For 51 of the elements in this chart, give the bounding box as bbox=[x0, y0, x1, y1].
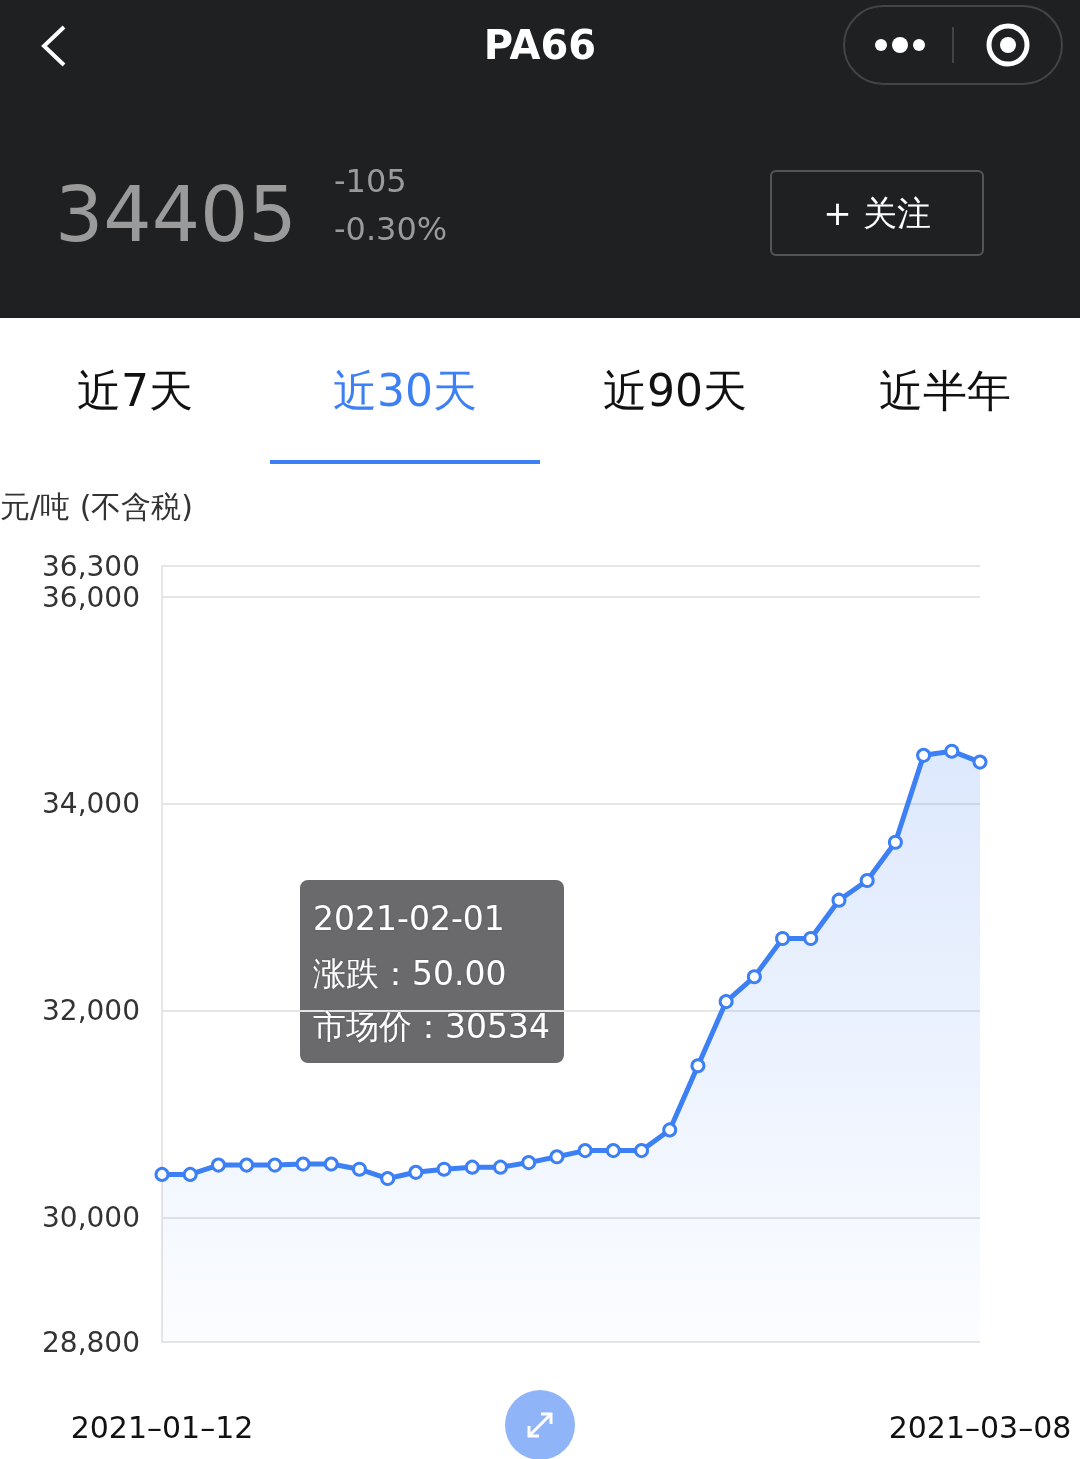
point bbox=[859, 873, 875, 889]
y-tick-label: 30,000 bbox=[42, 1201, 140, 1235]
point bbox=[521, 1155, 537, 1171]
point bbox=[944, 743, 960, 759]
point bbox=[380, 1171, 396, 1187]
point bbox=[239, 1157, 255, 1173]
point bbox=[436, 1161, 452, 1177]
point bbox=[464, 1159, 480, 1175]
point bbox=[746, 969, 762, 985]
point bbox=[154, 1166, 170, 1182]
point bbox=[887, 834, 903, 850]
point bbox=[351, 1161, 367, 1177]
point bbox=[605, 1143, 621, 1159]
point bbox=[718, 994, 734, 1010]
point bbox=[662, 1122, 678, 1138]
y-tick-label: 32,000 bbox=[42, 994, 140, 1028]
y-tick-label: 34,000 bbox=[42, 787, 140, 821]
point bbox=[182, 1166, 198, 1182]
text: 34405 bbox=[55, 170, 297, 259]
text: 近90天 bbox=[602, 364, 748, 418]
y-tick-label: 36,300 bbox=[42, 549, 140, 583]
point bbox=[690, 1058, 706, 1074]
point bbox=[408, 1164, 424, 1180]
point bbox=[577, 1143, 593, 1159]
text: + 关注 bbox=[770, 170, 984, 256]
y-tick-label: 36,000 bbox=[42, 580, 140, 614]
point bbox=[295, 1156, 311, 1172]
y-axis-title: 元/吨 (不含税) bbox=[0, 488, 194, 526]
annotation: 涨跌：50.00 bbox=[313, 953, 507, 995]
text: -0.30% bbox=[334, 210, 448, 248]
point bbox=[634, 1143, 650, 1159]
y-tick-label: 28,800 bbox=[42, 1325, 140, 1359]
point bbox=[549, 1149, 565, 1165]
annotation: 2021-02-01 bbox=[313, 899, 505, 938]
point bbox=[803, 930, 819, 946]
point bbox=[493, 1159, 508, 1175]
text: -105 bbox=[334, 162, 407, 200]
point bbox=[267, 1157, 283, 1173]
point bbox=[210, 1157, 226, 1173]
point bbox=[775, 930, 791, 946]
x-tick-label: 2021–01–12 bbox=[70, 1409, 254, 1445]
point bbox=[831, 892, 847, 908]
text: 近7天 bbox=[76, 364, 194, 418]
text: 近半年 bbox=[878, 364, 1012, 418]
chart-title: PA66 bbox=[482, 22, 598, 68]
text: 近30天 bbox=[332, 364, 478, 418]
annotation: 市场价：30534 bbox=[313, 1006, 550, 1048]
point bbox=[972, 754, 988, 770]
point bbox=[916, 747, 932, 763]
point bbox=[323, 1156, 339, 1172]
x-tick-label: 2021–03–08 bbox=[888, 1409, 1072, 1445]
